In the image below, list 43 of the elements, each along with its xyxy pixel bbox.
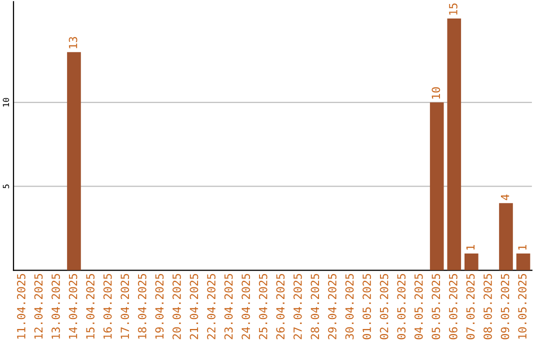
x-tick-label: 03.05.2025 [397,274,406,340]
x-tick-label: 09.05.2025 [500,274,510,340]
x-tick-label: 22.04.2025 [207,274,216,340]
data-label: 4 [500,194,510,200]
x-tick-label: 07.05.2025 [466,274,475,340]
y-tick-label: 5 [2,184,10,188]
data-label: 13 [68,37,78,48]
x-tick-label: 15.04.2025 [86,274,95,339]
x-tick-label: 13.04.2025 [52,274,60,339]
x-tick-label: 30.04.2025 [345,274,354,340]
bar [516,254,530,270]
x-tick-label: 02.05.2025 [380,274,388,340]
x-tick-label: 11.04.2025 [16,274,26,339]
bar [464,254,478,270]
x-tick-label: 12.04.2025 [34,274,43,339]
bar [67,52,81,270]
x-tick-label: 28.04.2025 [310,274,320,340]
x-tick-label: 14.04.2025 [68,274,78,339]
x-tick-label: 16.04.2025 [103,274,112,339]
x-tick-label: 20.04.2025 [172,274,181,340]
x-tick-label: 24.04.2025 [242,274,250,340]
data-label: 1 [518,245,526,250]
x-tick-label: 06.05.2025 [448,274,458,340]
x-tick-label: 17.04.2025 [120,274,130,339]
x-tick-label: 04.05.2025 [414,274,423,340]
x-tick-label: 27.04.2025 [293,274,302,340]
data-label: 1 [466,245,475,250]
data-label: 15 [449,3,458,15]
x-tick-label: 19.04.2025 [155,274,164,339]
x-tick-label: 05.05.2025 [432,274,440,340]
bar [430,102,444,270]
x-tick-label: 26.04.2025 [276,274,285,340]
x-tick-label: 08.05.2025 [484,274,492,340]
x-tick-label: 18.04.2025 [138,274,146,339]
x-tick-label: 10.05.2025 [518,274,527,339]
x-tick-label: 21.04.2025 [190,274,198,340]
data-label: 10 [432,87,440,99]
x-tick-label: 29.04.2025 [328,274,336,340]
x-tick-label: 25.04.2025 [258,274,268,340]
bar [447,18,462,270]
x-tick-label: 01.05.2025 [362,274,371,340]
x-tick-label: 23.04.2025 [224,274,233,340]
bar [499,203,513,270]
